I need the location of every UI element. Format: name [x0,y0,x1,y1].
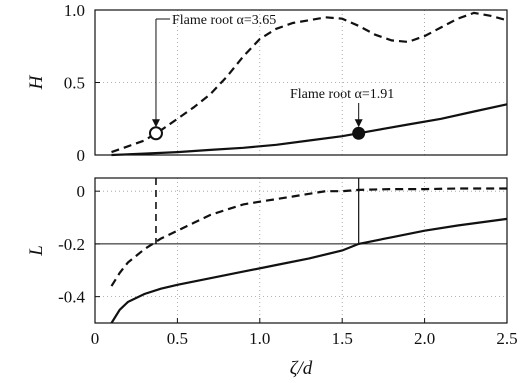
bottom-y-tick-label: 0 [77,182,86,201]
x-tick-label: 0 [91,329,100,348]
bottom-series-solid [110,217,508,324]
x-axis-label: ζ/d [290,358,313,379]
bottom-y-tick-label: -0.4 [58,288,85,307]
open-circle-marker [148,126,163,141]
top-y-axis-label: H [26,74,47,90]
bottom-panel: 0 -0.2 -0.4 0 0.5 1.0 1.5 2.0 2.5 [58,177,518,348]
x-tick-label: 2.0 [414,329,435,348]
x-tick-label: 1.5 [332,329,353,348]
bottom-frame [94,177,508,324]
annotation-label: Flame root α=3.65 [172,13,276,28]
bottom-series-dashed [110,187,507,287]
x-tick-label: 0.5 [167,329,188,348]
top-y-tick-label: 0.5 [64,74,85,93]
annotation-arrowhead [151,119,160,128]
annotation-label: Flame root α=1.91 [290,87,394,102]
filled-circle-marker [352,126,366,140]
x-tick-label: 2.5 [496,329,517,348]
x-tick-label: 1.0 [249,329,270,348]
bottom-y-tick-label: -0.2 [58,235,85,254]
top-series-dashed [111,11,508,154]
top-series-solid [111,103,508,157]
top-y-tick-label: 1.0 [64,1,85,20]
top-panel: 0 0.5 1.0 Flame root α=3.65 Flame root α=1.9… [64,1,508,165]
annotation-arrowhead [354,119,363,128]
top-y-tick-label: 0 [77,146,86,165]
bottom-y-axis-label: L [26,245,47,257]
